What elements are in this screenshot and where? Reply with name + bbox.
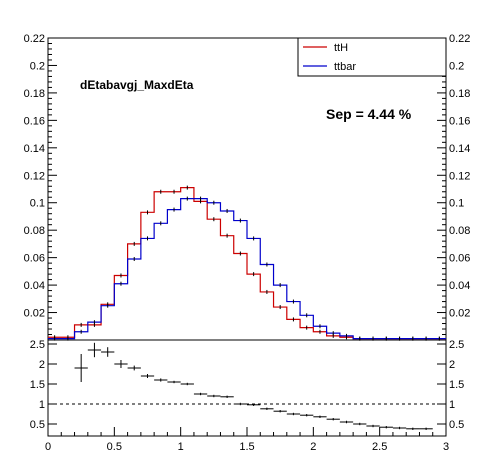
x-tick-label: 1.5 <box>239 441 254 453</box>
legend-box <box>297 37 447 77</box>
ratio-y-tick-label-left: 2 <box>39 359 45 371</box>
x-tick-label: 0 <box>45 441 51 453</box>
upper-y-tick-label-right: 0.1 <box>449 198 464 210</box>
ratio-y-tick-label-left: 2.5 <box>30 339 45 351</box>
upper-y-tick-label-right: 0.04 <box>449 280 470 292</box>
upper-y-tick-label-left: 0.02 <box>24 308 45 320</box>
ratio-y-tick-label-right: 1.5 <box>449 379 464 391</box>
legend-ttbar-label: ttbar <box>334 61 356 73</box>
upper-y-tick-label-left: 0.06 <box>24 253 45 265</box>
x-tick-label: 2.5 <box>372 441 387 453</box>
upper-y-tick-label-left: 0.2 <box>30 60 45 72</box>
ratio-y-tick-label-right: 2 <box>449 359 455 371</box>
ratio-y-tick-label-left: 0.5 <box>30 419 45 431</box>
variable-label: dEtabavgj_MaxdEta <box>80 78 194 92</box>
x-tick-label: 0.5 <box>107 441 122 453</box>
upper-y-tick-label-left: 0.08 <box>24 225 45 237</box>
ratio-y-tick-label-right: 1 <box>449 399 455 411</box>
upper-y-tick-label-left: 0.1 <box>30 198 45 210</box>
ratio-y-tick-label-right: 2.5 <box>449 339 464 351</box>
upper-y-tick-label-right: 0.14 <box>449 143 470 155</box>
upper-y-tick-label-right: 0.08 <box>449 225 470 237</box>
upper-y-tick-label-right: 0.06 <box>449 253 470 265</box>
ratio-y-tick-label-left: 1 <box>39 399 45 411</box>
ratio-points-group <box>74 342 433 430</box>
upper-y-tick-label-right: 0.18 <box>449 88 470 100</box>
upper-y-tick-label-left: 0.14 <box>24 143 45 155</box>
histogram-ttH-line <box>48 187 446 340</box>
x-tick-label: 1 <box>178 441 184 453</box>
ratio-y-tick-label-right: 0.5 <box>449 419 464 431</box>
upper-y-tick-label-left: 0.16 <box>24 115 45 127</box>
upper-y-ticks <box>48 37 446 336</box>
upper-y-tick-label-right: 0.2 <box>449 60 464 72</box>
legend: ttH ttbar <box>297 37 447 77</box>
ratio-ticks <box>47 343 447 436</box>
upper-y-tick-label-left: 0.22 <box>24 33 45 45</box>
upper-y-tick-label-right: 0.02 <box>449 308 470 320</box>
legend-tth-label: ttH <box>334 42 348 54</box>
upper-y-tick-label-right: 0.22 <box>449 33 470 45</box>
upper-y-tick-label-left: 0.12 <box>24 170 45 182</box>
upper-y-tick-labels: 0.02 0.02 0.04 0.04 0.06 0.06 0.08 0.08 0.1 0.1 0.… <box>24 33 471 320</box>
ratio-tick-labels: 0.5 0.51 11.5 1.52 22.5 2.50 0.5 1 1.5 2 2.5 3 <box>30 339 465 453</box>
upper-histogram-pad: 0.02 0.02 0.04 0.04 0.06 0.06 0.08 0.08 0.1 0.1 0.… <box>24 33 471 341</box>
separation-annotation: Sep = 4.44 % <box>326 106 412 122</box>
upper-y-tick-label-right: 0.16 <box>449 115 470 127</box>
x-tick-label: 3 <box>443 441 449 453</box>
upper-y-tick-label-left: 0.18 <box>24 88 45 100</box>
ratio-y-tick-label-left: 1.5 <box>30 379 45 391</box>
ratio-pad: 0.5 0.51 11.5 1.52 22.5 2.50 0.5 1 1.5 2 2.5 3 <box>30 339 465 453</box>
upper-y-tick-label-right: 0.12 <box>449 170 470 182</box>
upper-y-tick-label-left: 0.04 <box>24 280 45 292</box>
x-tick-label: 2 <box>310 441 316 453</box>
